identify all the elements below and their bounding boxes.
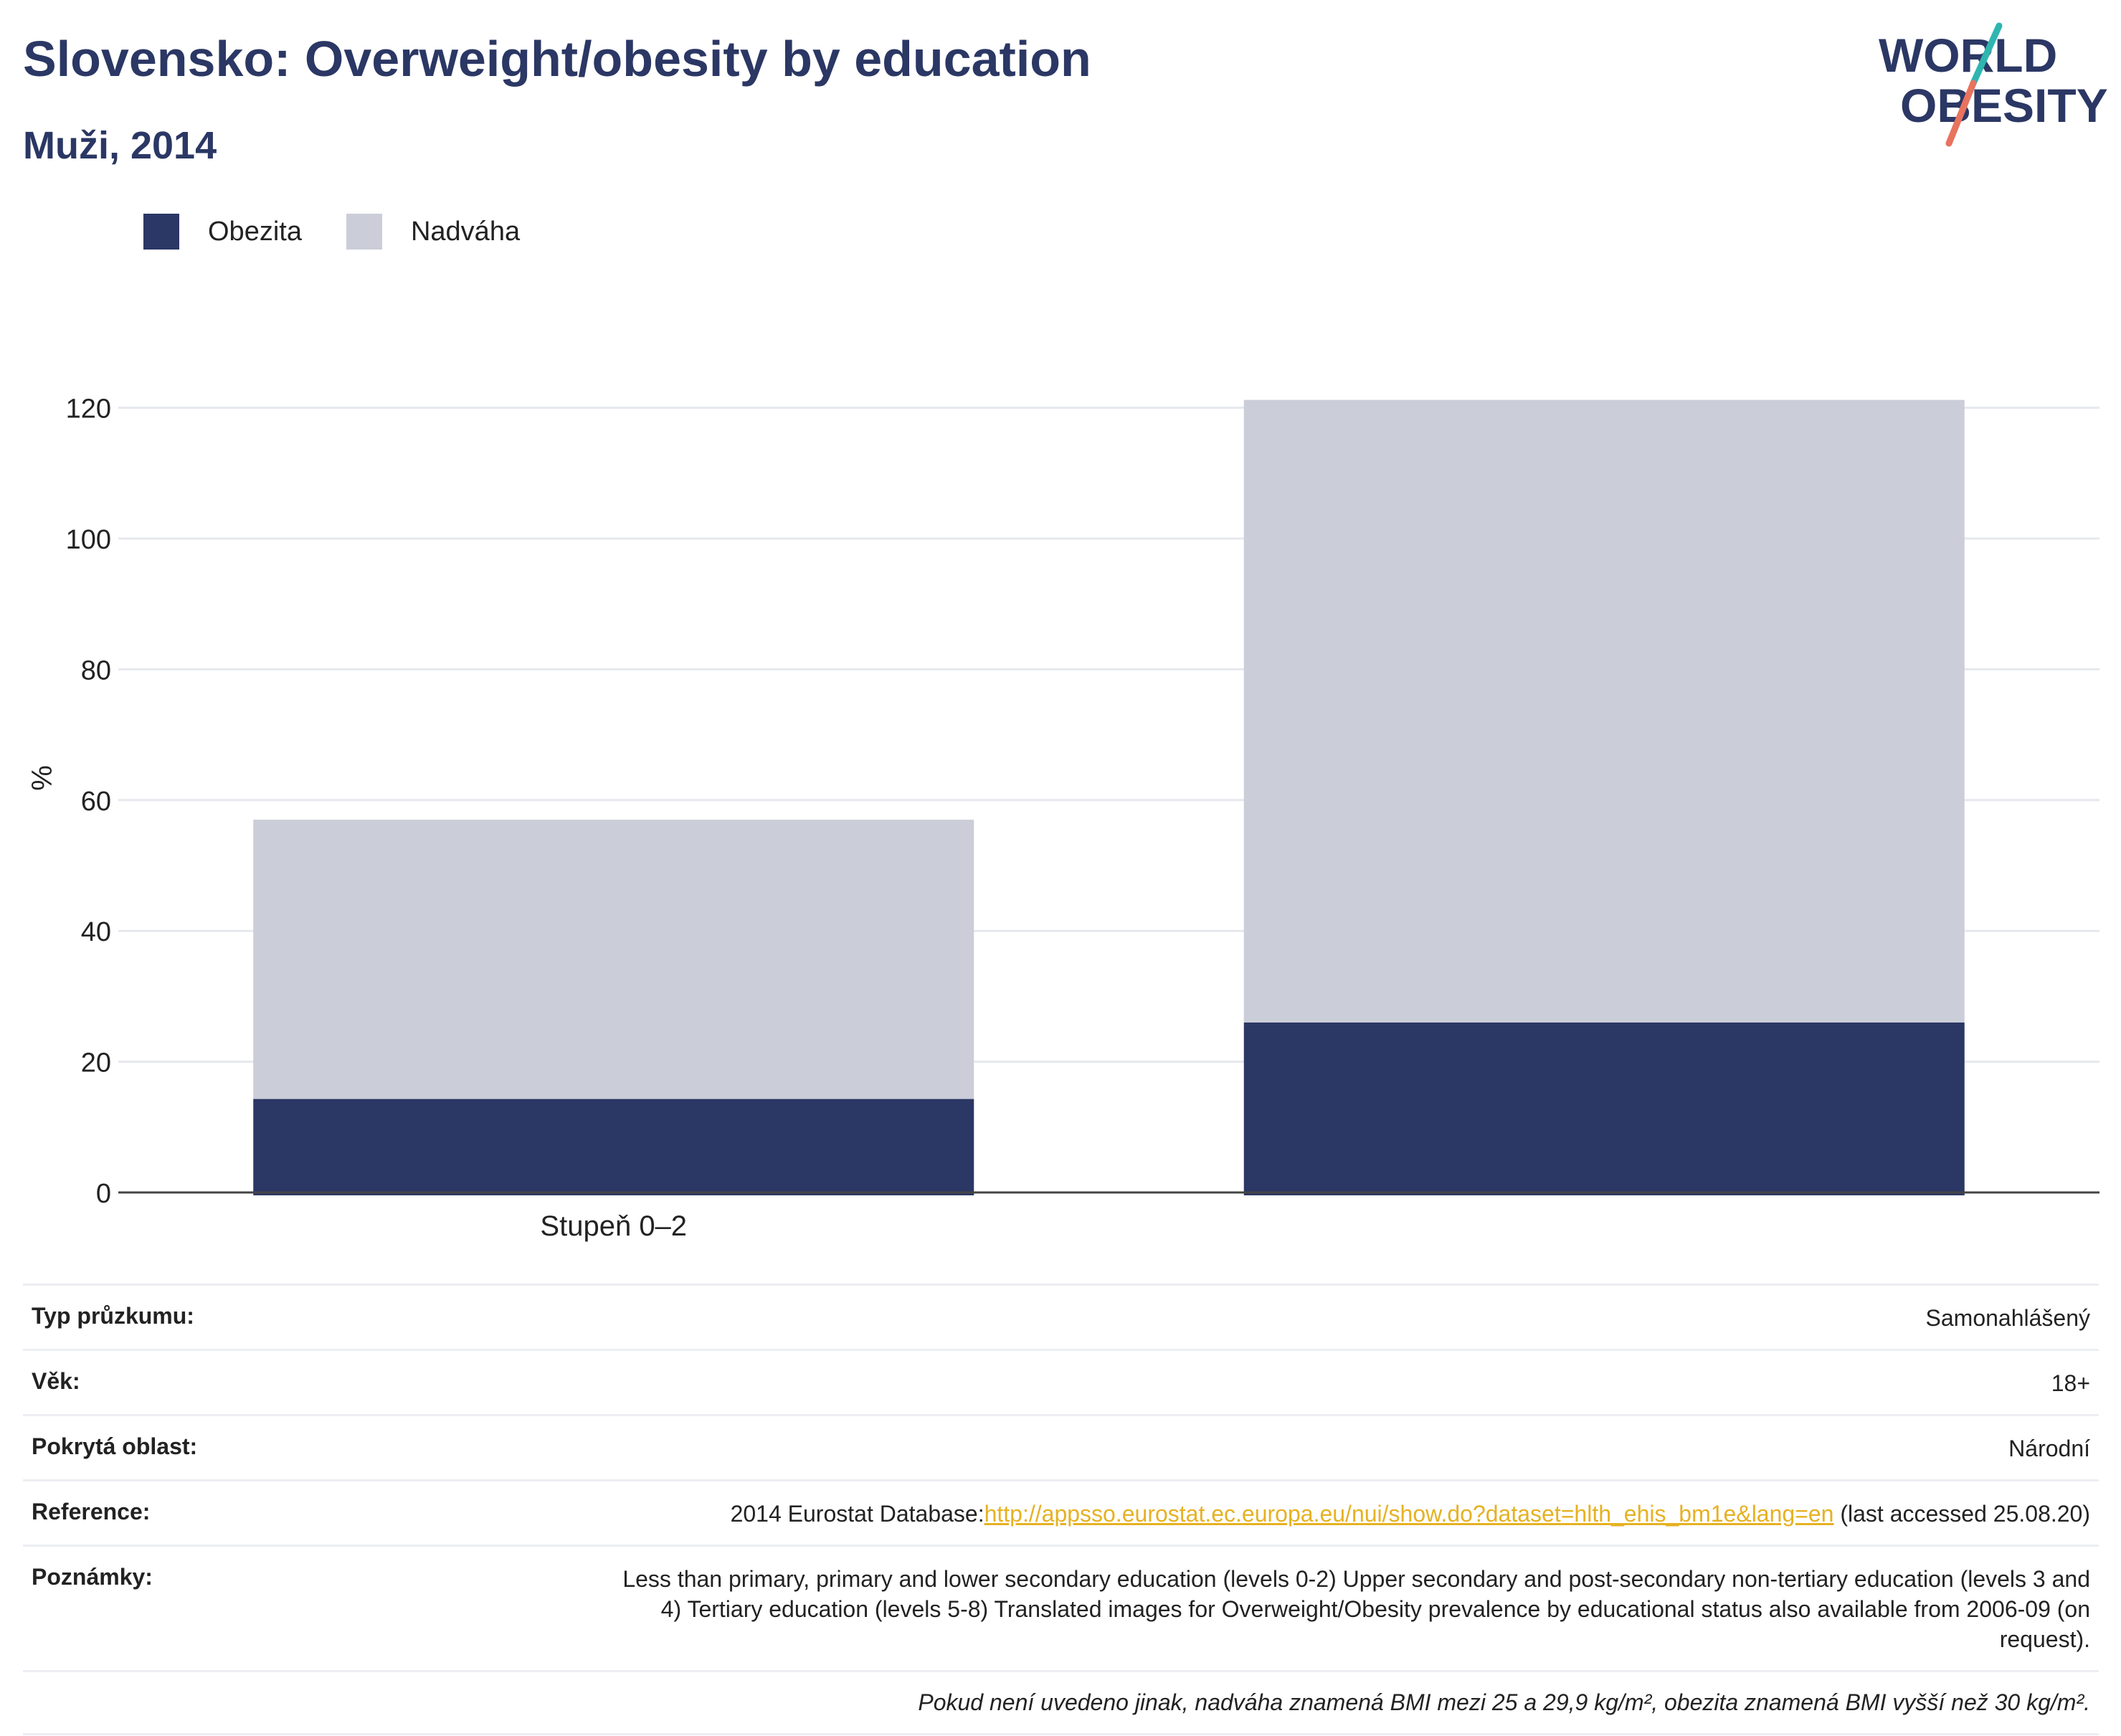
logo-slash-coral	[1945, 80, 1977, 147]
bar-overweight[interactable]	[1243, 399, 1965, 1023]
logo-line-1: WORLD	[1879, 29, 2057, 82]
reference-link[interactable]: http://appsso.eurostat.ec.europa.eu/nui/…	[984, 1501, 1834, 1527]
y-axis-label: %	[27, 765, 58, 791]
bar-chart: 0 20 40 60 80 100 120% Stupeň 0–2	[27, 394, 2099, 1242]
notes-value: Less than primary, primary and lower sec…	[622, 1566, 2090, 1652]
reference-value: 2014 Eurostat Database:http://appsso.eur…	[731, 1481, 2090, 1545]
info-label: Reference:	[32, 1499, 151, 1524]
legend-item-overweight[interactable]: Nadváha	[346, 214, 520, 250]
legend: Obezita Nadváha	[143, 214, 564, 250]
y-tick-label: 80	[81, 655, 111, 686]
info-row-survey: Typ průzkumu: Samonahlášený	[23, 1284, 2099, 1349]
info-label: Pokrytá oblast:	[32, 1433, 198, 1459]
reference-prefix: 2014 Eurostat Database:	[730, 1501, 984, 1527]
info-row-notes: Poznámky: Less than primary, primary and…	[23, 1545, 2099, 1670]
bar-overweight[interactable]	[253, 820, 974, 1099]
legend-swatch-obesity	[143, 214, 179, 250]
chart-subtitle: Muži, 2014	[23, 124, 217, 167]
info-label: Typ průzkumu:	[32, 1303, 194, 1329]
bar-obesity[interactable]	[1243, 1022, 1965, 1195]
info-value: Samonahlášený	[1925, 1305, 2090, 1331]
chart-title: Slovensko: Overweight/obesity by educati…	[23, 31, 1091, 87]
y-tick-label: 20	[81, 1048, 111, 1078]
y-tick-label: 40	[81, 917, 111, 947]
reference-suffix: (last accessed 25.08.20)	[1833, 1501, 2090, 1527]
y-tick-label: 0	[96, 1179, 111, 1209]
world-obesity-logo: WORLD OBESITY	[1879, 22, 2108, 147]
footnote: Pokud není uvedeno jinak, nadváha znamen…	[23, 1670, 2099, 1735]
legend-label-obesity: Obezita	[208, 216, 302, 247]
logo-line-2: OBESITY	[1900, 79, 2108, 132]
y-tick-label: 60	[81, 787, 111, 817]
info-table: Typ průzkumu: Samonahlášený Věk: 18+ Pok…	[23, 1284, 2099, 1735]
legend-swatch-overweight	[346, 214, 382, 250]
info-label: Věk:	[32, 1368, 80, 1394]
logo-slash-teal	[1970, 22, 2003, 87]
info-value: Národní	[2008, 1436, 2090, 1461]
info-row-age: Věk: 18+	[23, 1349, 2099, 1414]
info-label: Poznámky:	[32, 1564, 153, 1590]
y-tick-label: 100	[66, 525, 111, 555]
legend-item-obesity[interactable]: Obezita	[143, 214, 302, 250]
info-row-area: Pokrytá oblast: Národní	[23, 1414, 2099, 1479]
info-value: 18+	[2051, 1370, 2090, 1396]
legend-label-overweight: Nadváha	[410, 216, 521, 247]
bar-obesity[interactable]	[253, 1099, 974, 1195]
info-row-reference: Reference: 2014 Eurostat Database:http:/…	[23, 1479, 2099, 1545]
x-tick-label: Stupeň 0–2	[540, 1210, 687, 1242]
y-tick-label: 120	[66, 394, 111, 424]
